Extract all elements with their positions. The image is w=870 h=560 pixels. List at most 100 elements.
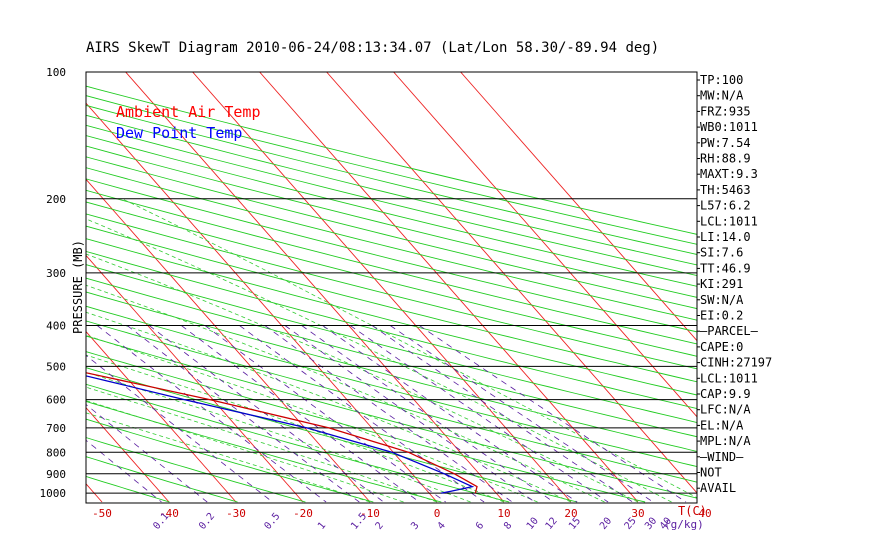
dry-adiabat-line <box>86 400 442 503</box>
mixing-ratio-line <box>86 439 162 503</box>
moist-adiabat-line <box>86 386 438 503</box>
pressure-tick-label: 700 <box>46 422 66 435</box>
pressure-tick-labels: 100 200 300 400 500 600 700 800 900 1000 <box>40 66 67 500</box>
stat-value: MW:N/A <box>700 89 744 103</box>
isotherm-line <box>86 407 170 503</box>
legend-item: Ambient Air Temp <box>116 103 261 121</box>
dry-adiabat-line <box>86 201 697 357</box>
stat-value: LFC:N/A <box>700 403 751 417</box>
pressure-tick-label: 300 <box>46 267 66 280</box>
stat-value: LCL:1011 <box>700 214 758 228</box>
x-axis-label: T(C) <box>678 504 707 518</box>
dry-adiabat-line <box>86 383 510 503</box>
dry-adiabat-line <box>86 213 697 370</box>
pressure-tick-label: 200 <box>46 193 66 206</box>
mixing-ratio-label: 6 <box>474 520 486 532</box>
stat-value: CINH:27197 <box>700 356 772 370</box>
dry-adiabat-line <box>86 351 646 503</box>
dew-point-temp-line <box>86 375 475 494</box>
bottom-temp-tick-label: 20 <box>564 507 577 520</box>
mixing-ratio-label: 8 <box>502 520 514 532</box>
dry-adiabat-line <box>86 291 697 452</box>
dry-adiabat-line <box>86 104 697 255</box>
stat-value: MAXT:9.3 <box>700 167 758 181</box>
mixing-ratio-line <box>389 325 654 503</box>
stat-value: L57:6.2 <box>700 199 751 213</box>
dry-adiabat-line <box>86 335 697 499</box>
stat-value: SW:N/A <box>700 293 744 307</box>
bottom-temp-tick-label: -10 <box>360 507 380 520</box>
isotherm-line <box>86 330 237 503</box>
stat-value: LI:14.0 <box>700 230 751 244</box>
legend: Ambient Air Temp Dew Point Temp <box>116 103 261 142</box>
mixing-ratio-line <box>301 325 554 503</box>
dry-adiabat-line <box>86 250 697 410</box>
mixing-ratio-label: 30 <box>643 516 659 532</box>
dry-adiabat-line <box>86 124 697 276</box>
mixing-ratio-label: 2 <box>374 520 386 532</box>
isotherm-line <box>125 72 505 503</box>
pressure-tick-label: 1000 <box>40 487 67 500</box>
dry-adiabat-line <box>86 189 697 345</box>
stat-value: SI:7.6 <box>700 246 743 260</box>
stat-value: TP:100 <box>700 73 743 87</box>
mixing-ratio-label: 3 <box>409 520 421 532</box>
stat-value: EI:0.2 <box>700 309 743 323</box>
bottom-temp-tick-label: 30 <box>631 507 644 520</box>
bottom-temp-tick-label: -20 <box>293 507 313 520</box>
isotherm-lines <box>86 72 697 503</box>
dry-adiabat-line <box>86 418 374 503</box>
dry-adiabat-line <box>86 264 697 423</box>
stat-value: KI:291 <box>700 277 743 291</box>
dry-adiabat-line <box>86 437 306 503</box>
pressure-tick-label: 500 <box>46 360 66 373</box>
stat-value: CAPE:0 <box>700 340 743 354</box>
moist-adiabat-line <box>86 311 572 503</box>
mixing-ratio-label: 4 <box>436 520 448 532</box>
stat-value: RH:88.9 <box>700 152 751 166</box>
dry-adiabat-line <box>86 114 697 266</box>
plot-frame <box>85 71 698 504</box>
stat-value: CAP:9.9 <box>700 387 751 401</box>
dry-adiabat-line <box>86 238 697 396</box>
mixing-ratio-line <box>239 325 485 503</box>
bottom-temp-tick-label: 10 <box>497 507 510 520</box>
pressure-tick-label: 400 <box>46 320 66 333</box>
pressure-tick-label: 600 <box>46 394 66 407</box>
isotherm-line <box>86 102 438 503</box>
stat-value: EL:N/A <box>700 418 744 432</box>
profile-series <box>86 372 478 494</box>
moist-adiabat-line <box>86 371 471 503</box>
moist-adiabat-line <box>86 354 505 503</box>
mixing-ratio-line <box>148 325 384 503</box>
ambient-air-temp-line <box>86 372 478 494</box>
mixing-ratio-line <box>349 325 609 503</box>
stat-value: —PARCEL— <box>700 324 759 338</box>
mixing-ratio-label: 0.5 <box>262 511 282 532</box>
dry-adiabat-line <box>86 178 697 333</box>
mixing-ratio-line <box>419 325 687 503</box>
mixing-ratio-line <box>126 325 360 503</box>
stat-value: LCL:1011 <box>700 371 758 385</box>
dry-adiabat-line <box>86 305 697 468</box>
stat-value: TH:5463 <box>700 183 751 197</box>
moist-adiabat-line <box>86 284 605 503</box>
stat-value: FRZ:935 <box>700 104 751 118</box>
stat-value: TT:46.9 <box>700 261 751 275</box>
moist-adiabat-lines <box>86 198 697 503</box>
stat-value: AVAIL <box>700 481 736 495</box>
dry-adiabat-lines <box>86 85 697 503</box>
stat-value: WB0:1011 <box>700 120 758 134</box>
mixing-ratio-line <box>204 325 446 503</box>
dry-adiabat-line <box>86 320 697 483</box>
mixing-ratio-line <box>284 325 536 503</box>
dry-adiabat-line <box>86 167 697 321</box>
moist-adiabat-line <box>86 253 639 503</box>
mixing-ratio-unit-label: (g/kg) <box>664 518 704 531</box>
dry-adiabat-line <box>86 156 697 310</box>
mixing-ratio-label: 1 <box>316 520 328 532</box>
isotherm-line <box>326 72 697 494</box>
mixing-ratio-line <box>86 354 273 503</box>
